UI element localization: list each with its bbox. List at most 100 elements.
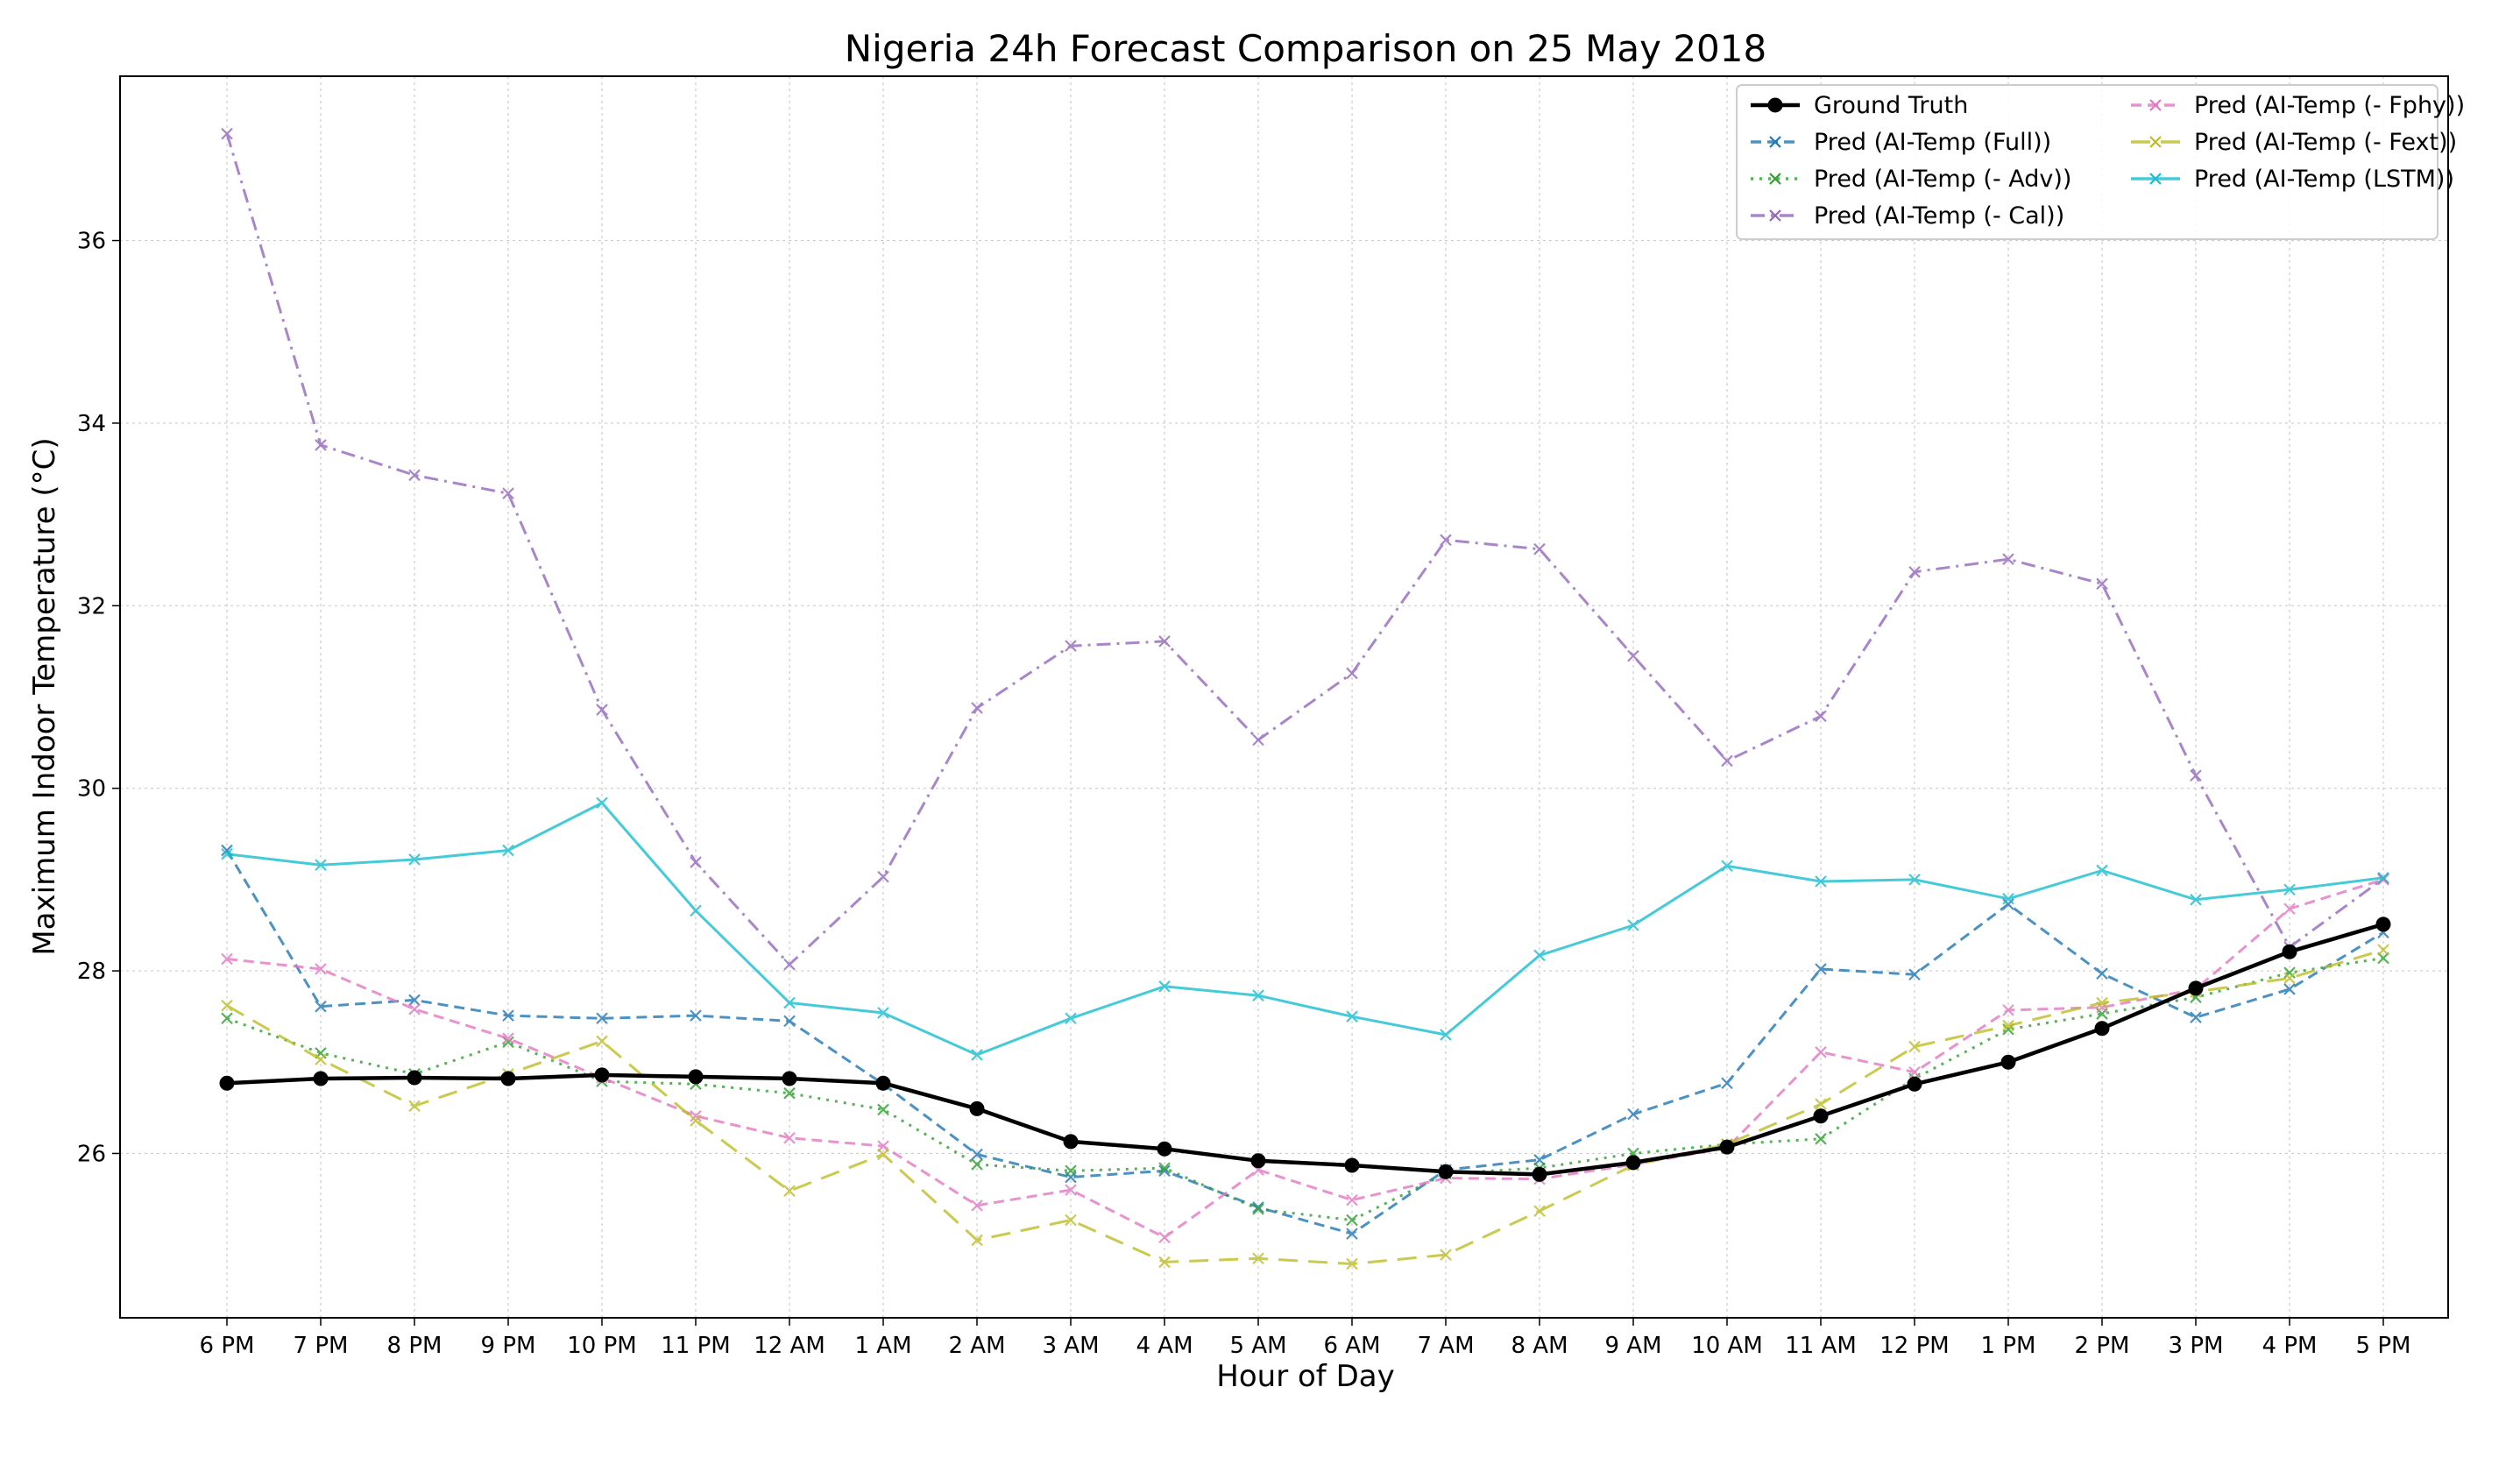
legend-label: Ground Truth bbox=[1814, 92, 1968, 119]
x-tick-label: 2 AM bbox=[948, 1333, 1005, 1359]
legend-label: Pred (AI-Temp (- Fphy)) bbox=[2194, 92, 2465, 119]
data-point bbox=[315, 1000, 327, 1013]
data-point bbox=[502, 487, 514, 499]
data-point bbox=[221, 847, 233, 860]
x-tick-label: 4 AM bbox=[1136, 1333, 1193, 1359]
data-point bbox=[690, 1115, 702, 1127]
x-tick-label: 5 AM bbox=[1229, 1333, 1286, 1359]
x-tick-label: 10 PM bbox=[567, 1333, 636, 1359]
data-point bbox=[783, 1131, 796, 1144]
data-point bbox=[2377, 944, 2389, 956]
data-point bbox=[783, 1185, 796, 1197]
data-point bbox=[2377, 874, 2389, 886]
data-point bbox=[1346, 667, 1358, 680]
x-tick-label: 1 PM bbox=[1981, 1333, 2036, 1359]
data-point bbox=[2094, 1021, 2110, 1037]
data-point bbox=[315, 1053, 327, 1065]
series-line bbox=[226, 948, 2384, 1265]
series-line bbox=[226, 922, 2384, 1177]
x-tick-label: 6 AM bbox=[1323, 1333, 1380, 1359]
data-point bbox=[690, 904, 702, 917]
data-point bbox=[1815, 875, 1827, 888]
data-point bbox=[502, 844, 514, 857]
y-axis-label: Maximum Indoor Temperature (°C) bbox=[27, 437, 62, 955]
data-point bbox=[594, 1067, 610, 1083]
data-point bbox=[502, 1009, 514, 1022]
data-point bbox=[971, 1049, 983, 1061]
legend-box bbox=[1736, 84, 2439, 240]
data-point bbox=[971, 1158, 983, 1171]
data-point bbox=[1627, 649, 1639, 662]
data-point bbox=[596, 1035, 608, 1048]
data-point bbox=[221, 999, 233, 1012]
data-point bbox=[783, 959, 796, 971]
data-point bbox=[1065, 1012, 1077, 1025]
data-point bbox=[877, 1148, 889, 1161]
legend-marker bbox=[1767, 97, 1783, 113]
legend-item: Pred (AI-Temp (- Adv)) bbox=[1751, 166, 2071, 193]
x-tick-label: 9 AM bbox=[1604, 1333, 1661, 1359]
data-point bbox=[971, 1234, 983, 1247]
x-tick-label: 8 AM bbox=[1511, 1333, 1568, 1359]
data-point bbox=[877, 870, 889, 883]
series-line bbox=[226, 878, 2384, 1239]
data-point bbox=[2002, 553, 2014, 565]
data-point bbox=[1532, 1166, 1547, 1182]
data-point bbox=[502, 1032, 514, 1044]
data-point bbox=[1158, 1162, 1171, 1174]
data-point bbox=[221, 952, 233, 966]
x-tick-label: 6 PM bbox=[200, 1333, 255, 1359]
data-point bbox=[783, 1015, 796, 1028]
x-tick-label: 3 PM bbox=[2169, 1333, 2224, 1359]
data-point bbox=[2188, 980, 2204, 996]
data-point bbox=[1625, 1155, 1641, 1171]
data-point bbox=[1440, 1029, 1452, 1041]
y-tick-label: 32 bbox=[77, 593, 106, 619]
data-point bbox=[1908, 968, 1921, 981]
x-tick-label: 1 AM bbox=[854, 1333, 911, 1359]
series-line bbox=[225, 849, 2384, 1235]
data-point bbox=[2283, 972, 2296, 985]
data-point bbox=[1252, 1252, 1264, 1265]
legend-label: Pred (AI-Temp (- Adv)) bbox=[1814, 166, 2071, 193]
data-point bbox=[2096, 967, 2108, 980]
data-point bbox=[219, 1075, 235, 1091]
data-point bbox=[1158, 1256, 1171, 1269]
series-6 bbox=[221, 796, 2389, 1061]
legend-marker bbox=[2149, 99, 2162, 111]
data-point bbox=[1250, 1153, 1266, 1169]
plot-area bbox=[119, 75, 2449, 1319]
data-point bbox=[315, 963, 327, 975]
data-point bbox=[2096, 864, 2108, 877]
data-point bbox=[2283, 983, 2296, 995]
grid bbox=[120, 76, 2448, 1318]
x-tick-label: 8 PM bbox=[387, 1333, 442, 1359]
data-point bbox=[1533, 1205, 1546, 1217]
data-point bbox=[315, 859, 327, 871]
series-2 bbox=[221, 952, 2389, 1227]
data-point bbox=[783, 996, 796, 1009]
data-point bbox=[1440, 534, 1452, 547]
x-tick-label: 2 PM bbox=[2075, 1333, 2130, 1359]
legend-label: Pred (AI-Temp (- Fext)) bbox=[2194, 129, 2457, 156]
data-point bbox=[1533, 949, 1546, 962]
data-point bbox=[783, 1086, 796, 1100]
data-point bbox=[1065, 1184, 1077, 1196]
x-tick-label: 11 PM bbox=[661, 1333, 730, 1359]
y-tick-label: 26 bbox=[77, 1141, 106, 1167]
x-tick-label: 12 AM bbox=[754, 1333, 825, 1359]
data-point bbox=[2283, 902, 2296, 915]
data-point bbox=[408, 853, 421, 866]
legend-label: Pred (AI-Temp (LSTM)) bbox=[2194, 166, 2454, 193]
data-point bbox=[1815, 1098, 1827, 1110]
x-tick-label: 7 AM bbox=[1417, 1333, 1474, 1359]
data-point bbox=[971, 1199, 983, 1212]
data-point bbox=[1815, 1046, 1827, 1058]
data-point bbox=[2000, 1054, 2016, 1070]
data-point bbox=[1065, 1214, 1077, 1227]
data-point bbox=[1719, 1139, 1735, 1155]
data-point bbox=[875, 1075, 891, 1091]
x-tick-label: 9 PM bbox=[481, 1333, 536, 1359]
data-point bbox=[2190, 1011, 2202, 1023]
